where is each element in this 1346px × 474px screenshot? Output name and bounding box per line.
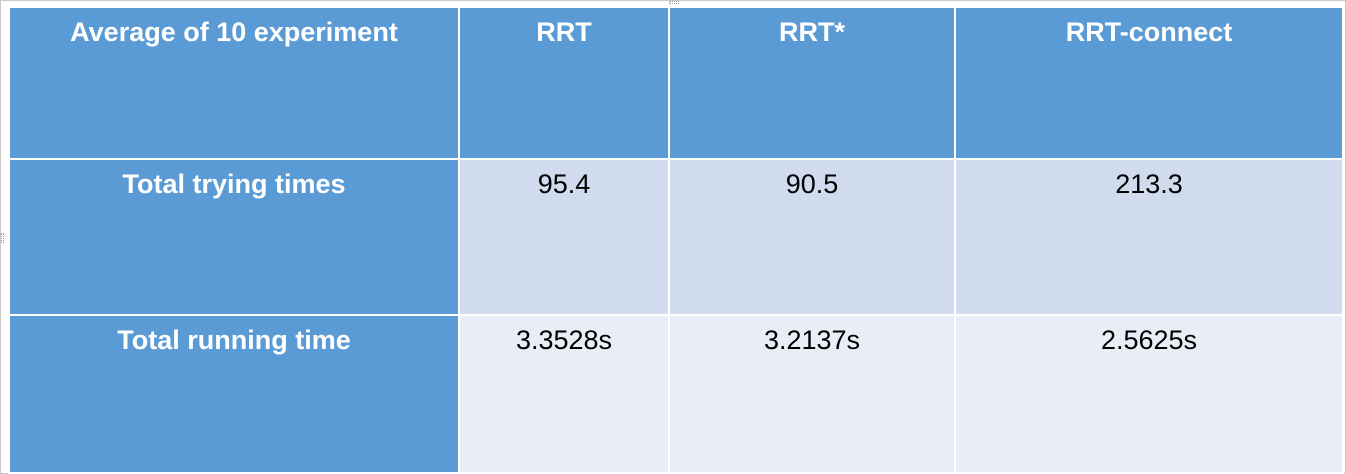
resize-handle-icon[interactable] [669,1,679,4]
data-cell: 3.2137s [668,314,956,474]
table-row: Total trying times 95.4 90.5 213.3 [8,158,1344,316]
table-row: Total running time 3.3528s 3.2137s 2.562… [8,314,1344,474]
row-label: Total running time [8,314,460,474]
data-cell: 2.5625s [954,314,1344,474]
header-cell: Average of 10 experiment [8,6,460,160]
header-cell: RRT [458,6,670,160]
header-row: Average of 10 experiment RRT RRT* RRT-co… [8,6,1344,160]
data-cell: 90.5 [668,158,956,316]
results-table: Average of 10 experiment RRT RRT* RRT-co… [8,6,1344,474]
data-cell: 95.4 [458,158,670,316]
resize-handle-icon[interactable] [1,233,4,243]
header-cell: RRT* [668,6,956,160]
header-cell: RRT-connect [954,6,1344,160]
row-label: Total trying times [8,158,460,316]
data-cell: 213.3 [954,158,1344,316]
data-cell: 3.3528s [458,314,670,474]
